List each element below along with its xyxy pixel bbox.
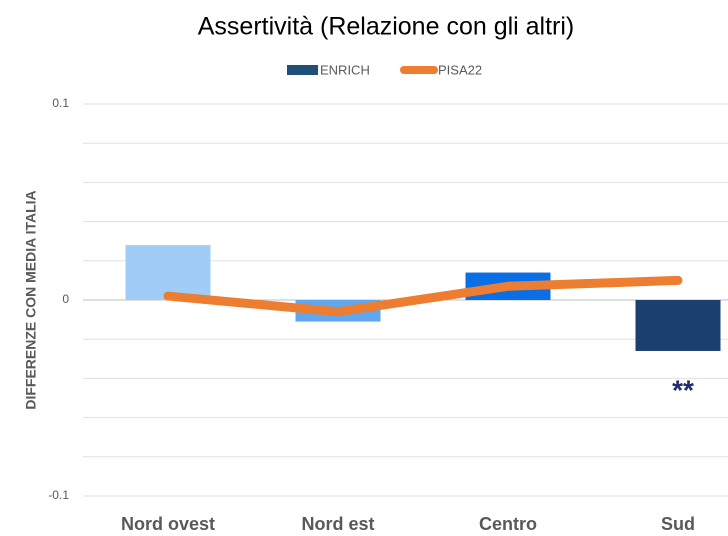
x-tick-label: Nord ovest <box>121 514 215 534</box>
x-tick-label: Centro <box>479 514 537 534</box>
legend-label: PISA22 <box>438 62 482 77</box>
annotation: ** <box>672 374 694 405</box>
legend-label: ENRICH <box>320 62 370 77</box>
y-tick-label: 0 <box>62 292 69 306</box>
x-tick-label: Nord est <box>301 514 374 534</box>
bar <box>635 300 721 351</box>
bar <box>125 245 211 300</box>
x-tick-label: Sud <box>661 514 695 534</box>
legend-swatch <box>287 65 318 75</box>
line <box>163 275 683 317</box>
y-tick-label: 0.1 <box>52 96 69 110</box>
y-tick-label: -0.1 <box>48 488 69 502</box>
y-axis-label: DIFFERENZE CON MEDIA ITALIA <box>23 190 39 409</box>
chart-title: Assertività (Relazione con gli altri) <box>198 13 575 41</box>
